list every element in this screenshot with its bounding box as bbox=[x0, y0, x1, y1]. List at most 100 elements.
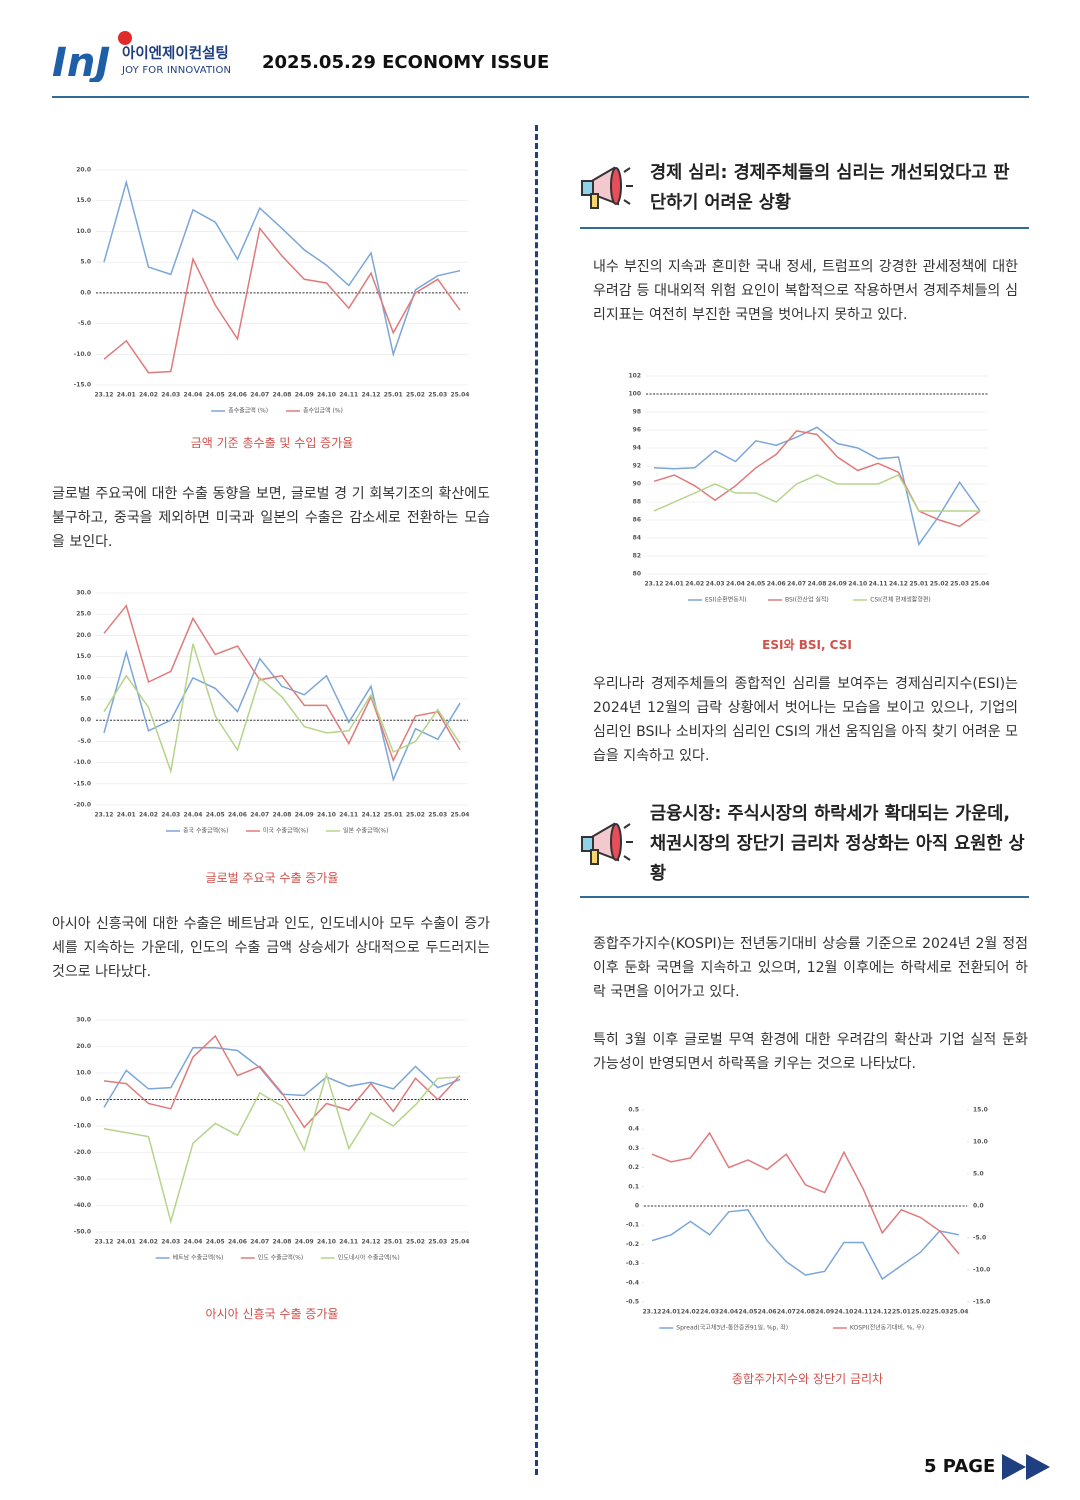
x-tick-label: 24.11 bbox=[339, 392, 358, 399]
x-tick-label: 24.04 bbox=[719, 1309, 738, 1316]
x-tick-label: 25.03 bbox=[950, 581, 969, 588]
x-tick-label: 24.12 bbox=[362, 812, 381, 819]
y-tick-label: -5.0 bbox=[78, 738, 91, 745]
x-tick-label: 24.01 bbox=[117, 392, 136, 399]
header-rule bbox=[52, 96, 1029, 98]
y2-tick-label: 0.0 bbox=[973, 1203, 984, 1210]
y-tick-label: 92 bbox=[633, 463, 641, 470]
x-tick-label: 23.12 bbox=[95, 812, 114, 819]
series-line bbox=[103, 179, 461, 358]
paragraph: 종합주가지수(KOSPI)는 전년동기대비 상승률 기준으로 2024년 2월 … bbox=[593, 936, 1028, 1000]
series-line bbox=[653, 426, 981, 547]
legend-label: BSI(전산업 실적) bbox=[785, 596, 829, 604]
x-tick-label: 25.04 bbox=[451, 1239, 470, 1246]
x-tick-label: 24.10 bbox=[317, 812, 336, 819]
paragraph: 내수 부진의 지속과 혼미한 국내 정세, 트럼프의 강경한 관세정책에 대한 … bbox=[593, 259, 1018, 323]
chart-caption: 금액 기준 총수출 및 수입 증가율 bbox=[190, 436, 354, 450]
next-arrows bbox=[1002, 1454, 1050, 1480]
brand-en: JOY FOR INNOVATION bbox=[122, 65, 232, 76]
x-tick-label: 24.11 bbox=[339, 812, 358, 819]
y-tick-label: 5.0 bbox=[80, 696, 91, 703]
x-tick-label: 25.03 bbox=[428, 392, 447, 399]
x-tick-label: 25.04 bbox=[950, 1309, 969, 1316]
issue-title: 2025.05.29 ECONOMY ISSUE bbox=[262, 52, 550, 73]
y-tick-label: -10.0 bbox=[74, 1123, 91, 1130]
section-rule bbox=[580, 227, 1029, 229]
y-tick-label: 0.4 bbox=[628, 1126, 639, 1133]
x-tick-label: 24.03 bbox=[161, 392, 180, 399]
page-number: 5 PAGE bbox=[924, 1456, 996, 1477]
y-tick-label: -15.0 bbox=[74, 780, 91, 787]
x-tick-label: 24.10 bbox=[317, 392, 336, 399]
chart-caption: 아시아 신흥국 수출 증가율 bbox=[205, 1307, 339, 1321]
y-tick-label: -20.0 bbox=[74, 802, 91, 809]
x-tick-label: 24.05 bbox=[206, 1239, 225, 1246]
y-tick-label: -15.0 bbox=[74, 382, 91, 389]
series-line bbox=[103, 1034, 461, 1129]
series-line bbox=[653, 474, 980, 512]
megaphone-icon bbox=[581, 166, 633, 209]
y-tick-label: 15.0 bbox=[76, 197, 91, 204]
series-line bbox=[651, 1131, 960, 1255]
y-tick-label: 0.5 bbox=[628, 1107, 639, 1114]
legend-label: 총수출금액 (%) bbox=[228, 407, 268, 415]
y-tick-label: 100 bbox=[628, 391, 641, 398]
y-tick-label: 0.0 bbox=[80, 1096, 91, 1103]
x-tick-label: 25.01 bbox=[384, 1239, 403, 1246]
x-tick-label: 24.11 bbox=[339, 1239, 358, 1246]
chart-caption: 글로벌 주요국 수출 증가율 bbox=[205, 871, 339, 885]
y-tick-label: 0.2 bbox=[628, 1164, 639, 1171]
column-divider bbox=[535, 125, 538, 1475]
x-tick-label: 24.06 bbox=[228, 812, 247, 819]
x-tick-label: 24.07 bbox=[250, 392, 269, 399]
x-tick-label: 24.08 bbox=[808, 581, 827, 588]
logo-graphic: InJ bbox=[52, 31, 132, 86]
x-tick-label: 24.03 bbox=[700, 1309, 719, 1316]
y-tick-label: 88 bbox=[633, 499, 641, 506]
y-tick-label: 90 bbox=[633, 481, 641, 488]
y-tick-label: -40.0 bbox=[74, 1202, 91, 1209]
logo: InJ bbox=[52, 30, 252, 86]
y-tick-label: 86 bbox=[633, 517, 641, 524]
paragraph: 우리나라 경제주체들의 종합적인 심리를 보여주는 경제심리지수(ESI)는 2… bbox=[593, 676, 1018, 764]
legend-label: 일본 수출금액(%) bbox=[343, 827, 388, 835]
x-tick-label: 24.05 bbox=[746, 581, 765, 588]
x-tick-label: 24.02 bbox=[139, 812, 158, 819]
x-tick-label: 24.12 bbox=[362, 1239, 381, 1246]
legend-label: ESI(순환변동치) bbox=[705, 596, 747, 604]
series-line bbox=[103, 604, 461, 763]
series-line bbox=[103, 643, 461, 775]
plot-background bbox=[612, 368, 1002, 616]
y-tick-label: 20.0 bbox=[76, 632, 91, 639]
x-tick-label: 24.01 bbox=[662, 1309, 681, 1316]
y-tick-label: -50.0 bbox=[74, 1229, 91, 1236]
y2-tick-label: 15.0 bbox=[973, 1107, 988, 1114]
series-line bbox=[653, 430, 981, 528]
y-tick-label: -10.0 bbox=[74, 351, 91, 358]
x-tick-label: 25.04 bbox=[451, 812, 470, 819]
chart: -20.0 -15.0 -10.0 -5.0 0.0 5.0 10.0 15.0 20.0 25.… bbox=[62, 585, 482, 847]
series-line bbox=[651, 1209, 960, 1281]
y-tick-label: -0.1 bbox=[626, 1222, 639, 1229]
y-tick-label: 94 bbox=[633, 445, 641, 452]
x-tick-label: 24.07 bbox=[777, 1309, 796, 1316]
chart: -50.0 -40.0 -30.0 -20.0 -10.0 0.0 10.0 20.0 30.0… bbox=[62, 1012, 482, 1274]
x-tick-label: 24.06 bbox=[767, 581, 786, 588]
y2-tick-label: -5.0 bbox=[973, 1235, 986, 1242]
section-rule bbox=[580, 896, 1029, 898]
y-tick-label: 0 bbox=[635, 1203, 639, 1210]
y-tick-label: 96 bbox=[633, 427, 641, 434]
x-tick-label: 24.12 bbox=[873, 1309, 892, 1316]
logo-dot bbox=[118, 31, 132, 45]
y-tick-label: 0.3 bbox=[628, 1145, 639, 1152]
y-tick-label: 5.0 bbox=[80, 259, 91, 266]
x-tick-label: 24.07 bbox=[250, 812, 269, 819]
x-tick-label: 24.01 bbox=[117, 812, 136, 819]
x-tick-label: 24.10 bbox=[317, 1239, 336, 1246]
x-tick-label: 24.06 bbox=[228, 1239, 247, 1246]
y-tick-label: -0.5 bbox=[626, 1299, 639, 1306]
x-tick-label: 24.09 bbox=[295, 392, 314, 399]
y-tick-label: 20.0 bbox=[76, 167, 91, 174]
x-tick-label: 24.08 bbox=[273, 812, 292, 819]
